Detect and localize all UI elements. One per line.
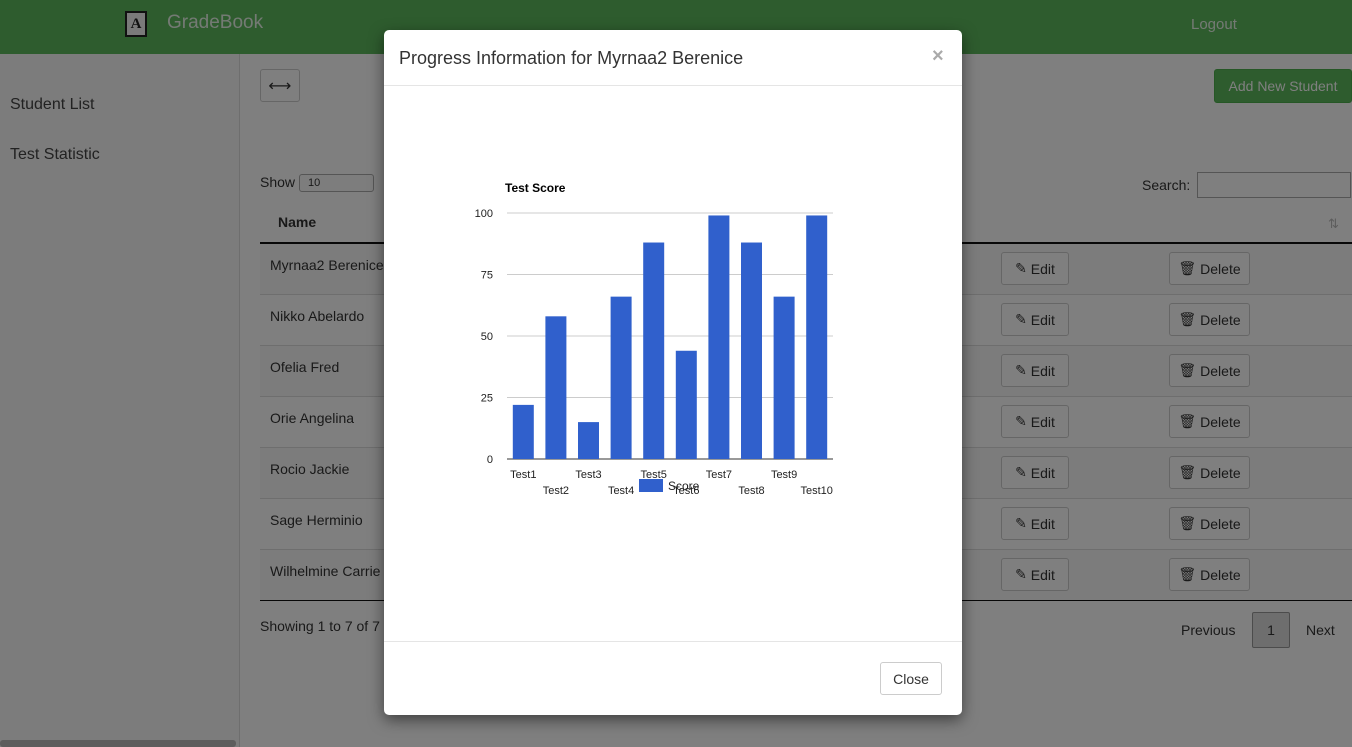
x-tick-label: Test3	[575, 469, 601, 481]
modal-title: Progress Information for Myrnaa2 Berenic…	[399, 48, 744, 68]
modal-header: Progress Information for Myrnaa2 Berenic…	[384, 30, 962, 86]
test-score-chart: Test Score 0 25 50 75 100 Test1 Test2 Test3 Test4…	[475, 181, 833, 497]
bar	[806, 215, 828, 459]
x-tick-label: Test9	[771, 469, 797, 481]
bar	[512, 404, 534, 459]
progress-modal: Progress Information for Myrnaa2 Berenic…	[384, 30, 962, 715]
x-tick-label: Test7	[706, 469, 732, 481]
x-tick-label: Test8	[738, 485, 764, 497]
bar	[675, 350, 697, 459]
x-tick-label: Test10	[800, 485, 832, 497]
bar	[545, 316, 567, 459]
y-tick-label: 0	[487, 454, 493, 466]
bar	[708, 215, 730, 459]
bar	[610, 296, 632, 459]
y-tick-label: 75	[481, 270, 493, 282]
legend-label: Score	[668, 479, 700, 493]
close-button[interactable]: Close	[880, 662, 942, 695]
x-tick-label: Test5	[641, 469, 667, 481]
y-tick-label: 50	[481, 331, 493, 343]
bar	[578, 422, 599, 459]
x-tick-label: Test2	[543, 485, 569, 497]
x-tick-label: Test4	[608, 485, 634, 497]
bar	[773, 296, 795, 459]
bar	[741, 242, 762, 459]
x-tick-label: Test1	[510, 469, 536, 481]
legend-swatch	[639, 479, 663, 492]
y-tick-label: 100	[475, 208, 493, 220]
close-icon[interactable]: ×	[932, 45, 944, 67]
modal-footer: Close	[384, 641, 962, 715]
bar	[643, 242, 665, 459]
x-tick-label: Test6	[673, 485, 699, 497]
chart-title: Test Score	[505, 181, 566, 195]
y-tick-label: 25	[481, 393, 493, 405]
